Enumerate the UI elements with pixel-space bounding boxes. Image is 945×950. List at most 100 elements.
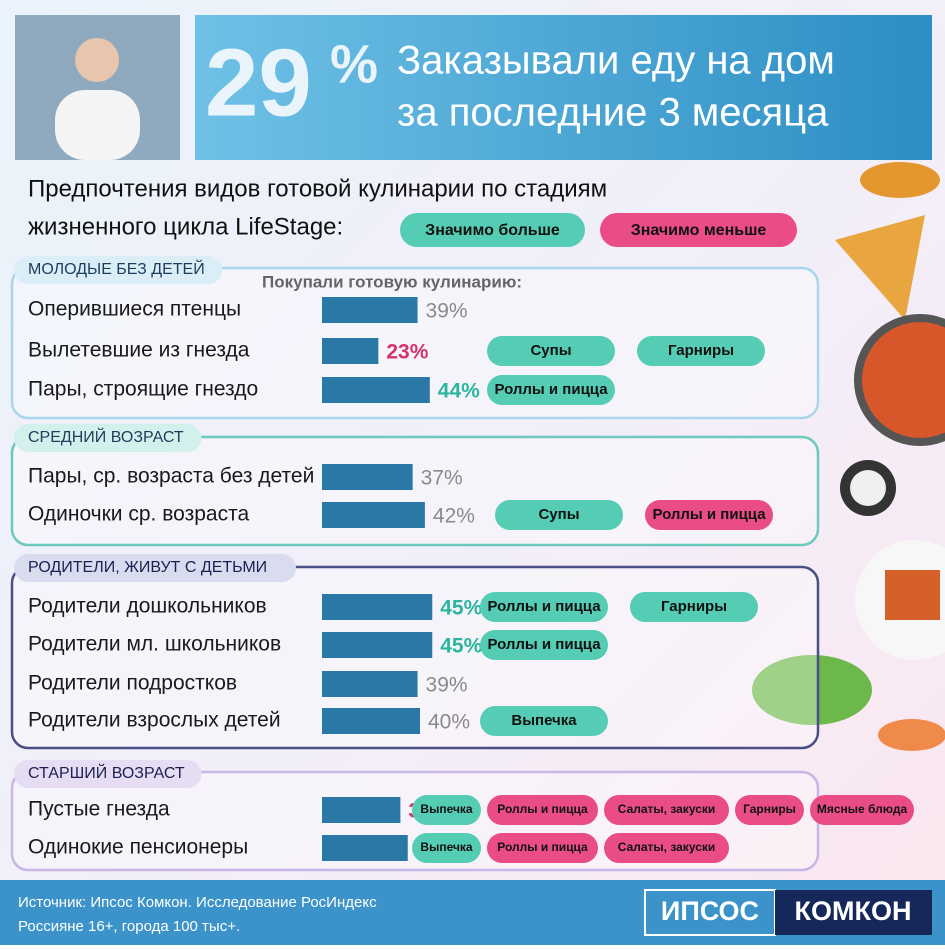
logo-right [775, 890, 932, 935]
bar [322, 338, 379, 364]
column-label: Покупали готовую кулинарию: [262, 272, 522, 291]
tag-label: Супы [530, 342, 571, 359]
group-box [10, 266, 820, 420]
group-title: МОЛОДЫЕ БЕЗ ДЕТЕЙ [28, 259, 205, 278]
logo-text: КОМКОН [795, 896, 912, 926]
tag-label: Роллы и пицца [494, 381, 608, 398]
group-title-pill [14, 760, 202, 788]
legend-pill [600, 213, 797, 247]
tag [412, 833, 481, 863]
header-percent-sign: % [330, 34, 378, 94]
row-label: Оперившиеся птенцы [28, 298, 241, 321]
value-label: 37% [421, 467, 463, 490]
bar [322, 502, 425, 528]
logo-text: ИПСОС [661, 896, 759, 926]
header-percent: 29 [205, 29, 312, 136]
value-label: 45% [440, 635, 482, 658]
tag-label: Гарниры [743, 802, 796, 816]
header-line: Заказывали еду на дом [397, 39, 835, 83]
photo-face [75, 38, 119, 82]
bar [322, 594, 433, 620]
tag [412, 795, 481, 825]
tag [645, 500, 773, 530]
noodles [854, 314, 945, 446]
tag-label: Гарниры [668, 342, 734, 359]
tag [487, 336, 615, 366]
legend-label: Значимо меньше [631, 222, 767, 239]
group-title-pill [14, 424, 202, 452]
bar [322, 671, 418, 697]
tag-label: Мясные блюда [817, 802, 908, 816]
value-label: 45% [440, 597, 482, 620]
tag-label: Салаты, закуски [618, 840, 716, 854]
tag-label: Выпечка [420, 840, 473, 854]
legend-pill [400, 213, 585, 247]
tag [487, 795, 598, 825]
tag [735, 795, 804, 825]
bar [322, 632, 433, 658]
subtitle: Предпочтения видов готовой кулинарии по … [28, 175, 607, 202]
header-band [195, 15, 932, 160]
source: Россияне 16+, города 100 тыс+. [18, 918, 240, 935]
row-label: Родители взрослых детей [28, 709, 281, 732]
croissant [860, 162, 940, 198]
row-label: Вылетевшие из гнезда [28, 339, 250, 362]
lasagna [885, 570, 940, 620]
sushi-rice [850, 470, 886, 506]
row-label: Одинокие пенсионеры [28, 836, 248, 859]
tag-label: Выпечка [420, 802, 473, 816]
row-label: Одиночки ср. возраста [28, 503, 249, 526]
group-title: РОДИТЕЛИ, ЖИВУТ С ДЕТЬМИ [28, 559, 267, 576]
value-label: 23% [386, 341, 428, 364]
tag-label: Роллы и пицца [497, 840, 588, 854]
tag [637, 336, 765, 366]
row-label: Родители дошкольников [28, 595, 267, 618]
tag-label: Выпечка [511, 712, 577, 729]
header-line: за последние 3 месяца [397, 91, 829, 135]
row-label: Пары, ср. возраста без детей [28, 465, 314, 488]
legend-label: Значимо больше [425, 222, 560, 239]
tag-label: Супы [538, 506, 579, 523]
tag-label: Салаты, закуски [618, 802, 716, 816]
tag [604, 833, 729, 863]
bar [322, 797, 401, 823]
tag-label: Роллы и пицца [487, 636, 601, 653]
tag [480, 592, 608, 622]
bar [322, 835, 408, 861]
pizza [835, 215, 925, 320]
tag [810, 795, 914, 825]
tag [604, 795, 729, 825]
value-label: 40% [428, 711, 470, 734]
logo-left [644, 889, 776, 936]
photo-robe [55, 90, 140, 160]
tag [487, 833, 598, 863]
bar [322, 297, 418, 323]
tag-label: Гарниры [661, 598, 727, 615]
group-title: СТАРШИЙ ВОЗРАСТ [28, 763, 185, 782]
tag [495, 500, 623, 530]
group-title: СРЕДНИЙ ВОЗРАСТ [28, 427, 184, 446]
group-title-pill [14, 554, 296, 582]
bar [322, 708, 420, 734]
tag-label: Роллы и пицца [487, 598, 601, 615]
row-label: Пустые гнезда [28, 798, 170, 821]
value-label: 42% [433, 505, 475, 528]
value-label: 39% [426, 300, 468, 323]
row-label: Родители мл. школьников [28, 633, 281, 656]
value-label: 44% [438, 380, 480, 403]
value-label: 39% [426, 674, 468, 697]
tag-label: Роллы и пицца [497, 802, 588, 816]
tag [487, 375, 615, 405]
row-label: Пары, строящие гнездо [28, 378, 258, 401]
group-title-pill [14, 256, 223, 284]
bar [322, 464, 413, 490]
row-label: Родители подростков [28, 672, 237, 695]
bar [322, 377, 430, 403]
tag [630, 592, 758, 622]
salad [752, 655, 872, 725]
tag [480, 706, 608, 736]
tag [480, 630, 608, 660]
source: Источник: Ипсос Комкон. Исследование Рос… [18, 894, 377, 911]
